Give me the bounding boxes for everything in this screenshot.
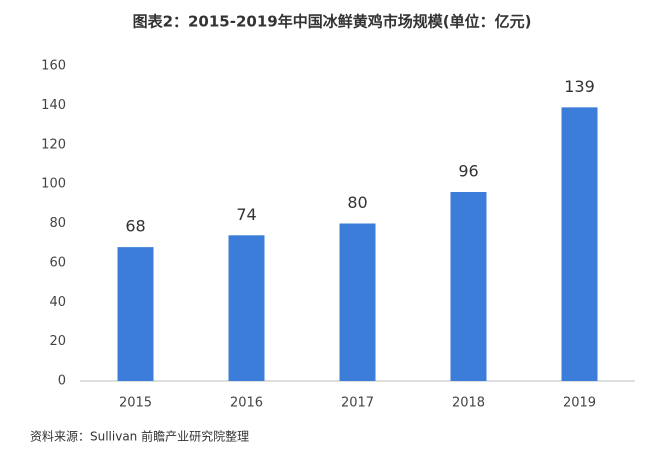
y-tick-label: 0 — [58, 374, 66, 389]
y-tick-label: 100 — [41, 177, 66, 192]
data-label: 74 — [236, 205, 256, 224]
x-tick-label: 2015 — [119, 396, 152, 411]
bar — [117, 247, 154, 381]
bar — [450, 192, 487, 381]
data-label: 139 — [564, 77, 595, 96]
bar — [228, 235, 265, 381]
x-tick-label: 2017 — [341, 396, 374, 411]
chart-title: 图表2：2015-2019年中国冰鲜黄鸡市场规模(单位：亿元) — [133, 13, 532, 31]
y-tick-label: 20 — [49, 334, 66, 349]
y-tick-label: 60 — [49, 255, 66, 270]
y-tick-label: 40 — [49, 295, 66, 310]
y-tick-label: 120 — [41, 137, 66, 152]
bar — [339, 223, 376, 381]
data-label: 96 — [458, 162, 478, 181]
data-label: 80 — [347, 193, 367, 212]
y-tick-label: 160 — [41, 59, 66, 74]
bar — [561, 107, 598, 381]
source-note: 资料来源：Sullivan 前瞻产业研究院整理 — [30, 429, 249, 444]
x-tick-label: 2018 — [452, 396, 485, 411]
x-tick-label: 2019 — [563, 396, 596, 411]
x-tick-label: 2016 — [230, 396, 263, 411]
data-label: 68 — [125, 217, 145, 236]
y-tick-label: 80 — [49, 216, 66, 231]
y-tick-label: 140 — [41, 98, 66, 113]
